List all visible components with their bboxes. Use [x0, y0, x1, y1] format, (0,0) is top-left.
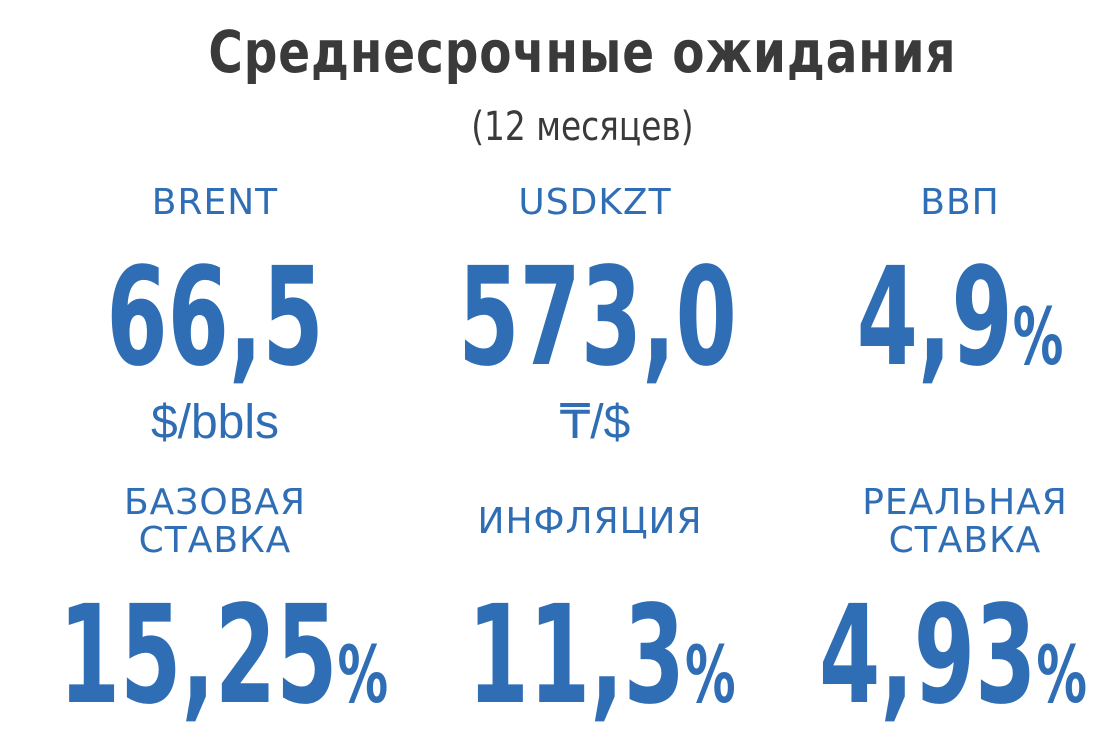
indicator-real-rate-label-line2: СТАВКА [888, 520, 1042, 561]
indicator-usdkzt-unit: ₸/$ [559, 396, 631, 449]
indicator-inflation-value: 11,3% [468, 586, 736, 746]
indicator-base-rate-percent: % [337, 631, 389, 721]
indicator-gdp-number: 4,9 [856, 239, 1013, 397]
indicator-usdkzt-value: 573,0 [458, 239, 737, 397]
indicator-gdp-value: 4,9% [845, 248, 1075, 408]
indicator-base-rate-value: 15,25% [59, 586, 388, 746]
page-subtitle: (12 месяцев) [471, 104, 694, 150]
indicator-brent-unit: $/bbls [150, 396, 280, 449]
indicator-real-rate-percent: % [1036, 631, 1087, 721]
indicator-inflation-percent: % [684, 631, 736, 721]
indicator-base-rate-number: 15,25 [58, 577, 338, 735]
indicator-brent-label: BRENT [151, 182, 279, 223]
indicator-base-rate-label-line1: БАЗОВАЯ [123, 482, 307, 523]
indicator-real-rate-label: РЕАЛЬНАЯ СТАВКА [820, 484, 1110, 560]
page-title: Среднесрочные ожидания [208, 18, 957, 86]
indicator-real-rate-label-line1: РЕАЛЬНАЯ [862, 482, 1068, 523]
indicator-inflation-number: 11,3 [467, 577, 685, 735]
indicator-base-rate-label-line2: СТАВКА [138, 520, 292, 561]
indicator-gdp-percent: % [1012, 293, 1064, 383]
indicator-gdp-label: ВВП [920, 182, 1000, 223]
indicator-brent-value: 66,5 [106, 239, 324, 397]
indicator-real-rate-number: 4,93 [819, 577, 1037, 735]
indicator-inflation-label: ИНФЛЯЦИЯ [477, 501, 703, 542]
indicator-base-rate-label: БАЗОВАЯ СТАВКА [70, 484, 360, 560]
indicator-real-rate-value: 4,93% [819, 586, 1087, 746]
indicator-usdkzt-label: USDKZT [518, 182, 672, 223]
